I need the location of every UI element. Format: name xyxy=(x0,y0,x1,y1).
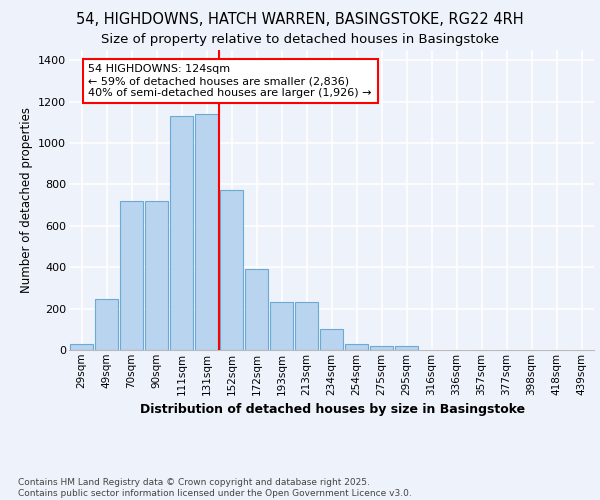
Text: 54 HIGHDOWNS: 124sqm
← 59% of detached houses are smaller (2,836)
40% of semi-de: 54 HIGHDOWNS: 124sqm ← 59% of detached h… xyxy=(89,64,372,98)
Bar xyxy=(395,346,418,350)
Bar xyxy=(145,201,169,350)
Bar xyxy=(220,190,244,350)
Bar xyxy=(295,302,319,350)
Bar xyxy=(95,300,118,350)
Bar xyxy=(70,344,94,350)
Bar xyxy=(370,346,394,350)
Bar xyxy=(194,114,218,350)
Bar xyxy=(344,344,368,350)
Text: Distribution of detached houses by size in Basingstoke: Distribution of detached houses by size … xyxy=(140,402,526,415)
Bar xyxy=(245,270,268,350)
Bar xyxy=(269,302,293,350)
Bar xyxy=(170,116,193,350)
Y-axis label: Number of detached properties: Number of detached properties xyxy=(20,107,32,293)
Text: 54, HIGHDOWNS, HATCH WARREN, BASINGSTOKE, RG22 4RH: 54, HIGHDOWNS, HATCH WARREN, BASINGSTOKE… xyxy=(76,12,524,28)
Bar xyxy=(320,330,343,350)
Text: Contains HM Land Registry data © Crown copyright and database right 2025.
Contai: Contains HM Land Registry data © Crown c… xyxy=(18,478,412,498)
Bar xyxy=(119,201,143,350)
Text: Size of property relative to detached houses in Basingstoke: Size of property relative to detached ho… xyxy=(101,32,499,46)
